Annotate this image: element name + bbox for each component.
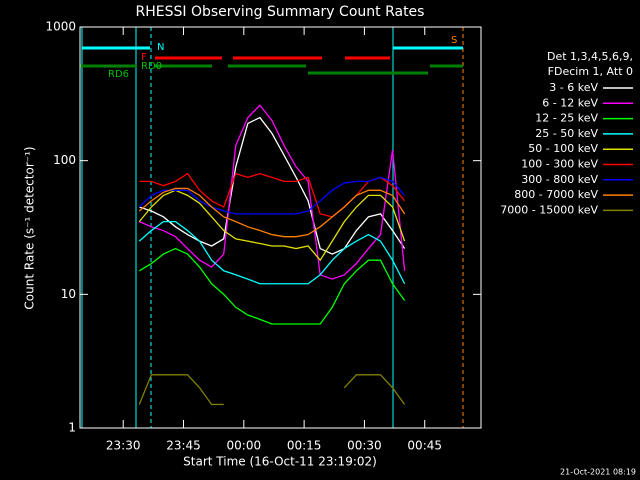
legend-label: 7000 - 15000 keV — [500, 203, 598, 216]
x-axis-label: Start Time (16-Oct-11 23:19:02) — [183, 455, 377, 469]
legend-header: FDecim 1, Att 0 — [548, 65, 633, 78]
legend-label: 300 - 800 keV — [521, 173, 598, 186]
series-line — [139, 116, 406, 255]
x-tick-label: 00:15 — [287, 439, 322, 453]
x-tick-label: 00:30 — [347, 439, 382, 453]
series-line — [343, 374, 406, 405]
legend-label: 3 - 6 keV — [549, 81, 598, 94]
series-line — [139, 172, 406, 218]
series-line — [138, 220, 406, 285]
series-line — [138, 374, 224, 406]
x-tick-label: 23:45 — [166, 439, 201, 453]
series-line — [138, 187, 406, 238]
legend-label: 50 - 100 keV — [528, 142, 598, 155]
y-tick-label: 1000 — [45, 20, 76, 34]
annotation: N — [157, 42, 164, 53]
legend-label: 12 - 25 keV — [535, 112, 598, 125]
legend-label: 25 - 50 keV — [535, 127, 598, 140]
x-tick-label: 00:00 — [227, 439, 262, 453]
series-line — [138, 189, 406, 262]
series-line — [138, 176, 406, 215]
y-tick-label: 10 — [61, 287, 76, 301]
chart-title: RHESSI Observing Summary Count Rates — [136, 4, 425, 20]
annotation: RD6 — [108, 69, 129, 80]
x-tick-label: 23:30 — [106, 439, 141, 453]
annotation: F — [141, 52, 147, 63]
y-tick-label: 1 — [68, 421, 76, 435]
series-line — [139, 104, 406, 280]
annotation: RD0 — [141, 61, 162, 72]
legend-label: 100 - 300 keV — [521, 158, 598, 171]
plot-series — [138, 104, 406, 406]
plot-frame — [79, 26, 482, 429]
y-axis-label: Count Rate (s⁻¹ detector⁻¹) — [23, 146, 37, 309]
legend-label: 6 - 12 keV — [542, 96, 598, 109]
footer: 21-Oct-2021 08:19 — [560, 468, 636, 477]
annotation: S — [451, 35, 457, 46]
legend-label: 800 - 7000 keV — [514, 188, 598, 201]
series-line — [138, 247, 406, 325]
flags: N F RD0 RD6 S — [80, 27, 464, 428]
y-tick-label: 100 — [53, 153, 76, 167]
legend-header: Det 1,3,4,5,6,9, — [547, 50, 633, 63]
x-tick-label: 00:45 — [407, 439, 442, 453]
